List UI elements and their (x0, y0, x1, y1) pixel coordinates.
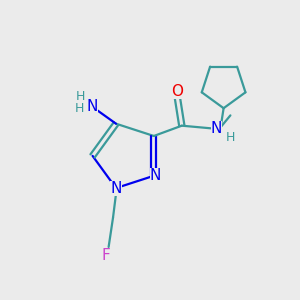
Text: O: O (171, 84, 183, 99)
Text: N: N (150, 168, 161, 183)
Text: N: N (211, 121, 222, 136)
Text: N: N (86, 99, 98, 114)
Text: F: F (102, 248, 111, 263)
Text: N: N (110, 181, 122, 196)
Text: H: H (76, 90, 86, 103)
Text: H: H (226, 131, 235, 144)
Text: H: H (75, 101, 84, 115)
